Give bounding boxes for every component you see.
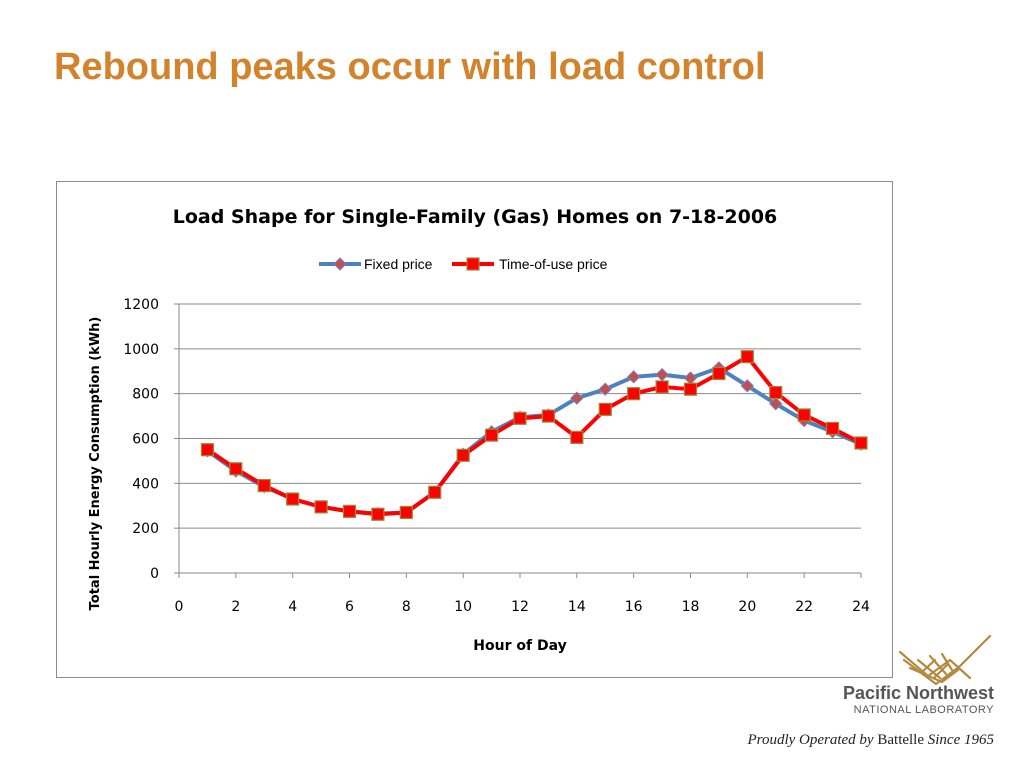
data-point-series-2	[399, 505, 413, 520]
org-name: Pacific Northwest	[842, 683, 994, 703]
x-tick-label: 18	[682, 599, 700, 615]
data-point-series-2	[683, 382, 698, 396]
data-point-series-1	[570, 391, 584, 405]
y-axis-label: Total Hourly Energy Consumption (kWh)	[88, 317, 103, 611]
data-point-series-2	[200, 443, 215, 457]
series-line-1	[206, 365, 862, 516]
org-subtitle: NATIONAL LABORATORY	[853, 704, 994, 716]
pnnl-logo-icon	[898, 634, 992, 686]
tagline-pre: Proudly Operated by	[747, 732, 878, 748]
data-point-series-1	[626, 370, 641, 384]
slide-title: Rebound peaks occur with load control	[54, 46, 766, 88]
data-point-series-2	[740, 350, 754, 364]
y-tick-label: 400	[132, 476, 159, 492]
legend-label-2: Time-of-use price	[499, 256, 608, 272]
data-point-series-2	[627, 387, 641, 401]
data-point-series-2	[541, 409, 556, 423]
x-tick-label: 16	[625, 599, 643, 615]
data-point-series-1	[769, 397, 783, 411]
y-tick-label: 800	[132, 387, 159, 403]
x-tick-label: 6	[345, 599, 354, 615]
tagline: Proudly Operated by Battelle Since 1965	[700, 732, 994, 749]
line-chart: Load Shape for Single-Family (Gas) Homes…	[88, 206, 870, 654]
data-point-series-2	[598, 402, 612, 416]
data-point-series-2	[797, 408, 811, 422]
data-point-series-2	[314, 500, 328, 514]
data-point-series-2	[342, 504, 357, 518]
legend-label-1: Fixed price	[364, 256, 433, 272]
x-tick-label: 2	[231, 599, 240, 615]
tagline-brand: Battelle	[877, 732, 925, 748]
x-axis-label: Hour of Day	[473, 638, 566, 654]
x-tick-label: 24	[852, 599, 870, 615]
data-point-series-2	[513, 411, 527, 425]
legend-marker-2	[466, 257, 480, 271]
x-tick-label: 8	[402, 599, 411, 615]
x-tick-label: 20	[738, 599, 756, 615]
data-point-series-2	[655, 380, 669, 394]
x-tick-label: 12	[511, 599, 529, 615]
data-point-series-2	[769, 385, 783, 400]
y-tick-label: 200	[132, 521, 159, 537]
data-point-series-2	[712, 366, 726, 381]
x-tick-label: 10	[454, 599, 472, 615]
data-point-series-1	[655, 367, 669, 382]
x-tick-label: 0	[175, 599, 184, 615]
y-tick-label: 1000	[123, 342, 159, 358]
data-point-series-2	[825, 421, 840, 436]
series-line-2	[206, 354, 862, 517]
x-tick-label: 22	[795, 599, 813, 615]
y-tick-label: 1200	[123, 297, 159, 313]
y-tick-label: 0	[150, 566, 159, 582]
data-point-series-1	[598, 382, 612, 396]
data-point-series-2	[257, 478, 271, 493]
tagline-post: Since 1965	[924, 732, 994, 748]
data-point-series-2	[229, 462, 243, 476]
data-point-series-2	[484, 428, 499, 442]
data-point-series-2	[456, 448, 470, 462]
y-tick-label: 600	[132, 432, 159, 448]
chart-title: Load Shape for Single-Family (Gas) Homes…	[173, 206, 778, 228]
data-point-series-1	[740, 379, 755, 393]
data-point-series-2	[570, 430, 584, 444]
data-point-series-2	[428, 485, 442, 499]
data-point-series-1	[683, 371, 698, 385]
data-point-series-2	[286, 492, 300, 506]
legend-marker-1	[333, 257, 347, 271]
data-point-series-2	[854, 436, 868, 450]
chart-frame: Load Shape for Single-Family (Gas) Homes…	[56, 181, 893, 678]
x-tick-label: 4	[288, 599, 297, 615]
x-tick-label: 14	[568, 599, 586, 615]
data-point-series-2	[371, 507, 385, 521]
